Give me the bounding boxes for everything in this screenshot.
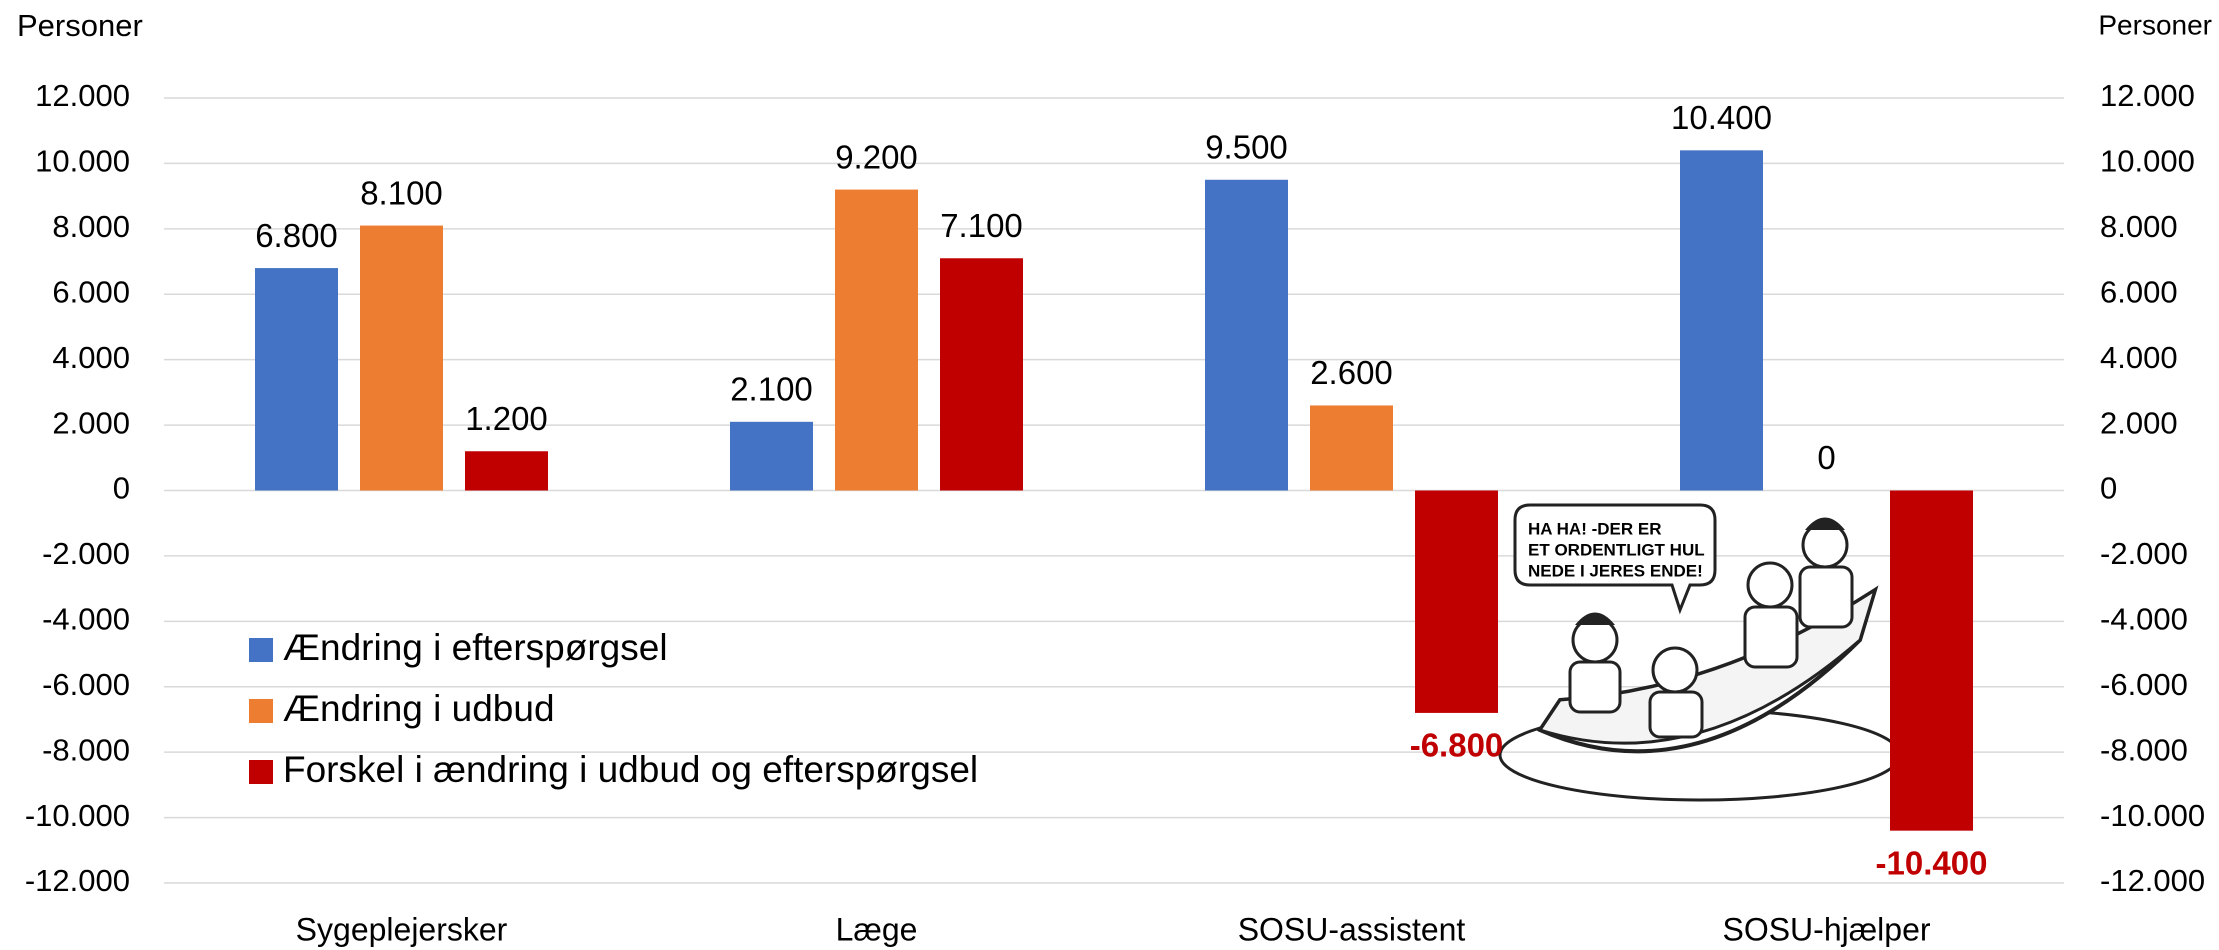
bar — [255, 268, 338, 490]
y2-tick-label: -10.000 — [2100, 798, 2205, 833]
value-label: 2.100 — [730, 371, 813, 408]
value-label: 0 — [1817, 439, 1835, 476]
legend-swatch — [249, 638, 273, 662]
x-tick-label: SOSU-hjælper — [1722, 911, 1930, 947]
bar — [730, 422, 813, 491]
value-label: -10.400 — [1876, 844, 1988, 881]
y2-tick-label: -8.000 — [2100, 732, 2188, 767]
bar — [1415, 491, 1498, 713]
y-tick-label: 12.000 — [35, 78, 130, 113]
y2-tick-label: 4.000 — [2100, 340, 2178, 375]
bar — [835, 190, 918, 491]
annotation: ET ORDENTLIGT HUL — [1528, 540, 1705, 559]
y-tick-label: 8.000 — [52, 209, 130, 244]
y2-tick-label: 8.000 — [2100, 209, 2178, 244]
chart: Personer Personer HA HA! -DER ER ET ORDEN… — [0, 0, 2219, 950]
y2-tick-label: -2.000 — [2100, 536, 2188, 571]
value-label: 2.600 — [1310, 354, 1393, 391]
bar — [1890, 491, 1973, 831]
bar — [1205, 180, 1288, 491]
value-label: 7.100 — [940, 207, 1023, 244]
y2-tick-label: 10.000 — [2100, 144, 2195, 179]
y2-tick-label: -12.000 — [2100, 863, 2205, 898]
y-tick-label: 4.000 — [52, 340, 130, 375]
bar — [465, 451, 548, 490]
value-label: 9.500 — [1205, 128, 1288, 165]
bar — [1680, 150, 1763, 490]
value-label: 8.100 — [360, 174, 443, 211]
annotation: NEDE I JERES ENDE! — [1528, 561, 1703, 580]
y-tick-label: -10.000 — [25, 798, 130, 833]
y2-tick-label: 2.000 — [2100, 405, 2178, 440]
cartoon: HA HA! -DER ER ET ORDENTLIGT HUL NEDE I JE… — [1500, 505, 1900, 800]
value-label: 9.200 — [835, 138, 918, 175]
x-tick-label: Læge — [836, 911, 918, 947]
value-label: 6.800 — [255, 217, 338, 254]
y-tick-label: -6.000 — [42, 667, 130, 702]
y2-tick-label: -6.000 — [2100, 667, 2188, 702]
y-tick-label: 0 — [113, 471, 130, 506]
value-label: 1.200 — [465, 400, 548, 437]
y-tick-label: -8.000 — [42, 732, 130, 767]
legend-label: Forskel i ændring i udbud og efterspørgs… — [283, 749, 978, 790]
value-label: 10.400 — [1671, 99, 1772, 136]
y-tick-label: -12.000 — [25, 863, 130, 898]
x-tick-label: Sygeplejersker — [296, 911, 508, 947]
y-axis-label: Personer — [17, 8, 143, 43]
y-tick-label: -2.000 — [42, 536, 130, 571]
y-tick-label: -4.000 — [42, 602, 130, 637]
legend-label: Ændring i efterspørgsel — [283, 627, 668, 668]
y2-tick-label: -4.000 — [2100, 602, 2188, 637]
bar — [360, 226, 443, 491]
legend-label: Ændring i udbud — [283, 688, 555, 729]
y-tick-label: 6.000 — [52, 274, 130, 309]
legend-swatch — [249, 760, 273, 784]
y2-tick-label: 6.000 — [2100, 274, 2178, 309]
legend-swatch — [249, 699, 273, 723]
bar — [1310, 405, 1393, 490]
y-tick-label: 10.000 — [35, 144, 130, 179]
y2-tick-label: 0 — [2100, 471, 2117, 506]
value-label: -6.800 — [1410, 727, 1504, 764]
x-tick-label: SOSU-assistent — [1238, 911, 1466, 947]
y2-tick-label: 12.000 — [2100, 78, 2195, 113]
bar — [940, 258, 1023, 490]
y-tick-label: 2.000 — [52, 405, 130, 440]
annotation: HA HA! -DER ER — [1528, 519, 1661, 538]
y2-axis-label: Personer — [2098, 9, 2212, 40]
